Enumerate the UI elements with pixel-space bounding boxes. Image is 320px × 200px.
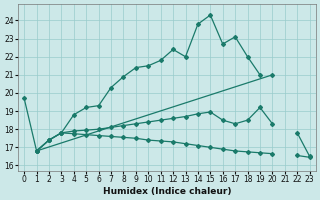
X-axis label: Humidex (Indice chaleur): Humidex (Indice chaleur) <box>103 187 231 196</box>
